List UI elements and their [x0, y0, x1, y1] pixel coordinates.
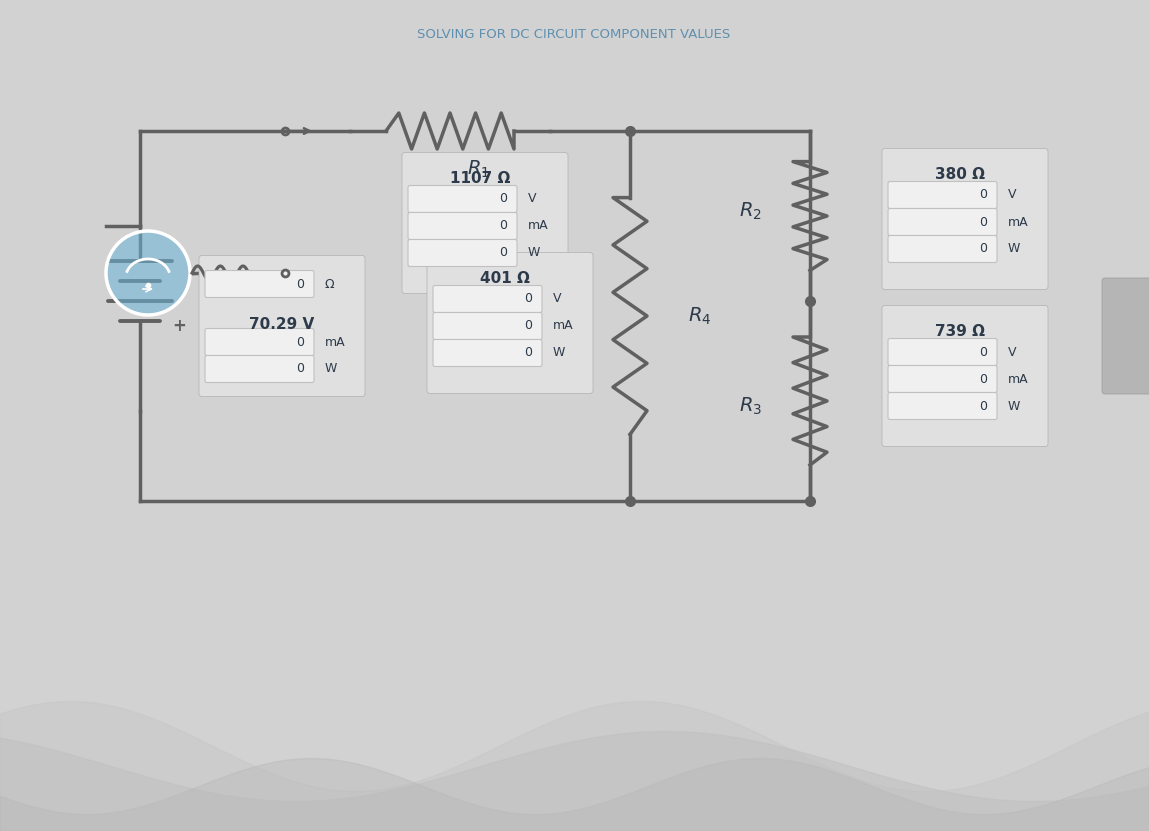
Text: 0: 0	[296, 278, 304, 291]
Text: V: V	[1008, 189, 1017, 201]
FancyBboxPatch shape	[433, 312, 542, 340]
FancyBboxPatch shape	[199, 255, 365, 396]
Text: V: V	[1008, 346, 1017, 358]
Text: +: +	[172, 317, 186, 335]
Text: mA: mA	[325, 336, 346, 348]
Text: W: W	[553, 347, 565, 360]
Text: $R_2$: $R_2$	[739, 200, 762, 222]
Text: mA: mA	[529, 219, 548, 233]
FancyBboxPatch shape	[433, 286, 542, 312]
FancyBboxPatch shape	[408, 213, 517, 239]
FancyBboxPatch shape	[888, 209, 997, 235]
Text: 401 Ω: 401 Ω	[480, 271, 530, 286]
Text: W: W	[325, 362, 338, 376]
FancyBboxPatch shape	[882, 149, 1048, 289]
FancyBboxPatch shape	[408, 239, 517, 267]
Text: mA: mA	[1008, 215, 1028, 229]
Text: 0: 0	[524, 347, 532, 360]
Text: $R_1$: $R_1$	[466, 159, 489, 180]
Text: $R_3$: $R_3$	[739, 396, 762, 416]
Text: 0: 0	[499, 247, 507, 259]
Text: 0: 0	[979, 372, 987, 386]
Text: mA: mA	[1008, 372, 1028, 386]
Text: SOLVING FOR DC CIRCUIT COMPONENT VALUES: SOLVING FOR DC CIRCUIT COMPONENT VALUES	[417, 27, 731, 41]
FancyBboxPatch shape	[882, 306, 1048, 446]
Text: W: W	[529, 247, 540, 259]
Circle shape	[106, 231, 190, 315]
Text: 0: 0	[979, 400, 987, 412]
FancyBboxPatch shape	[433, 340, 542, 366]
Text: 0: 0	[499, 219, 507, 233]
FancyBboxPatch shape	[888, 392, 997, 420]
FancyBboxPatch shape	[408, 185, 517, 213]
FancyBboxPatch shape	[427, 253, 593, 394]
FancyBboxPatch shape	[888, 338, 997, 366]
FancyBboxPatch shape	[205, 356, 314, 382]
Text: 0: 0	[296, 362, 304, 376]
FancyBboxPatch shape	[205, 271, 314, 297]
FancyBboxPatch shape	[402, 153, 568, 293]
Text: 380 Ω: 380 Ω	[935, 167, 985, 182]
FancyBboxPatch shape	[888, 181, 997, 209]
Text: 739 Ω: 739 Ω	[935, 324, 985, 339]
Text: 70.29 V: 70.29 V	[249, 317, 315, 332]
FancyBboxPatch shape	[1102, 278, 1149, 394]
Text: V: V	[553, 293, 562, 306]
Text: 0: 0	[979, 215, 987, 229]
Text: 0: 0	[296, 336, 304, 348]
Text: 0: 0	[979, 346, 987, 358]
FancyBboxPatch shape	[888, 366, 997, 392]
Text: $R_4$: $R_4$	[688, 305, 711, 327]
Text: 0: 0	[979, 243, 987, 255]
Text: 0: 0	[499, 193, 507, 205]
Text: V: V	[529, 193, 537, 205]
Text: 0: 0	[979, 189, 987, 201]
FancyBboxPatch shape	[205, 328, 314, 356]
Text: Ω: Ω	[325, 278, 334, 291]
Text: 0: 0	[524, 293, 532, 306]
FancyBboxPatch shape	[888, 235, 997, 263]
Text: 0: 0	[524, 319, 532, 332]
Text: W: W	[1008, 400, 1020, 412]
Text: mA: mA	[553, 319, 573, 332]
Text: W: W	[1008, 243, 1020, 255]
Text: 1107 Ω: 1107 Ω	[449, 171, 510, 186]
